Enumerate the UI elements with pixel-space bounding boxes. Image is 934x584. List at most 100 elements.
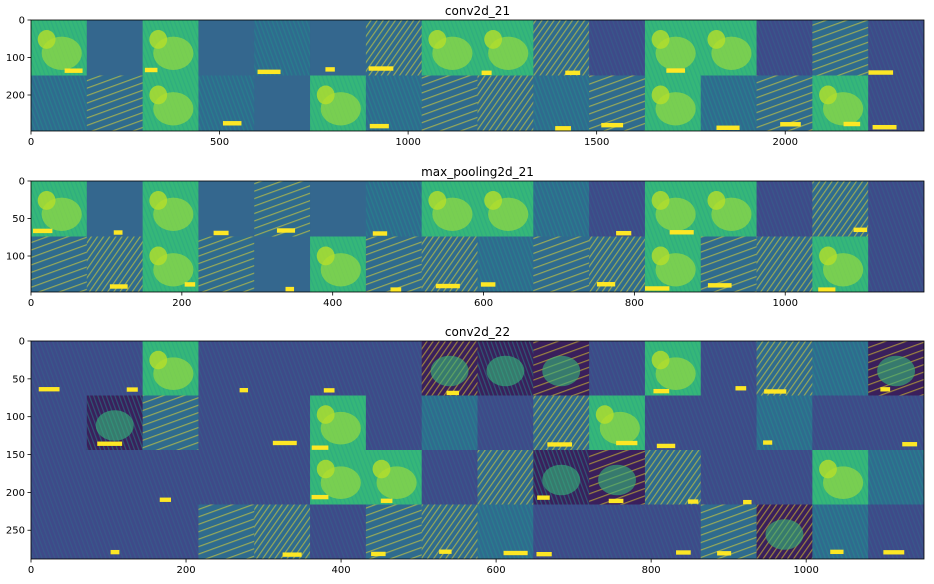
- x-tick-label: 400: [323, 298, 342, 309]
- y-tick-label: 100: [6, 53, 25, 64]
- feature-map-tile: [589, 395, 646, 451]
- feature-map-tile: [477, 341, 534, 396]
- feature-map-tile: [756, 504, 813, 559]
- chart-title: conv2d_22: [445, 325, 510, 339]
- feature-map-tile: [86, 181, 144, 237]
- feature-map-tile: [589, 20, 646, 76]
- feature-map-tile: [254, 236, 311, 292]
- feature-map-tile: [589, 236, 646, 292]
- panel-1: conv2d_21 0 500 1000 1500 2000 0 100 200: [6, 4, 925, 148]
- feature-map-tile: [533, 341, 590, 396]
- feature-map-tile: [477, 504, 534, 559]
- feature-map-tile: [31, 504, 88, 559]
- feature-map-tile: [644, 20, 702, 76]
- panel-3: conv2d_22 0 200 400 600 800 1000 0 50 100 150 200 25…: [6, 325, 925, 576]
- feature-map-tile: [756, 450, 813, 505]
- feature-map-tile: [812, 181, 869, 237]
- x-tick: 200: [176, 559, 196, 576]
- x-tick: 0: [28, 559, 34, 576]
- feature-map-tile: [421, 181, 478, 237]
- x-tick-label: 200: [176, 565, 195, 576]
- x-tick: 0: [28, 131, 34, 148]
- x-tick-label: 200: [172, 298, 191, 309]
- feature-map-tile: [868, 75, 924, 131]
- feature-map-tile: [421, 504, 478, 559]
- x-tick-label: 600: [487, 565, 506, 576]
- feature-map-tile: [310, 341, 367, 396]
- feature-map-tile: [86, 341, 144, 396]
- y-tick: 250: [6, 526, 31, 537]
- feature-map-tile: [700, 181, 758, 237]
- feature-map-grid: [31, 20, 924, 131]
- feature-map-tile: [86, 504, 144, 559]
- feature-map-tile: [198, 450, 255, 505]
- feature-map-tile: [533, 450, 590, 505]
- y-tick: 0: [19, 16, 31, 27]
- feature-map-tile: [142, 450, 199, 505]
- feature-map-tile: [365, 181, 423, 237]
- y-tick: 0: [19, 177, 31, 188]
- y-tick: 100: [6, 412, 31, 423]
- feature-map-tile: [86, 75, 144, 131]
- feature-map-tile: [644, 181, 702, 237]
- feature-map-tile: [31, 20, 88, 76]
- feature-map-tile: [533, 395, 590, 451]
- feature-map-tile: [868, 236, 924, 292]
- feature-map-tile: [198, 236, 255, 292]
- feature-map-tile: [589, 341, 646, 396]
- y-tick: 150: [6, 450, 31, 461]
- feature-map-tile: [86, 395, 144, 451]
- y-tick-label: 100: [6, 412, 25, 423]
- feature-map-tile: [812, 395, 869, 451]
- feature-map-tile: [644, 504, 702, 559]
- y-tick-label: 100: [6, 252, 25, 263]
- feature-map-tile: [812, 341, 869, 396]
- x-tick: 400: [323, 292, 342, 309]
- feature-map-tile: [756, 395, 813, 451]
- feature-map-tile: [142, 341, 199, 396]
- y-tick-label: 200: [6, 488, 25, 499]
- feature-map-tile: [310, 450, 367, 505]
- y-tick-label: 50: [12, 374, 25, 385]
- y-tick: 50: [12, 214, 31, 225]
- y-tick: 200: [6, 488, 31, 499]
- feature-map-tile: [365, 20, 423, 76]
- y-tick: 100: [6, 252, 31, 263]
- feature-map-tile: [142, 395, 199, 451]
- x-tick-label: 1000: [793, 565, 818, 576]
- x-tick-label: 500: [210, 137, 229, 148]
- x-tick: 1500: [584, 131, 609, 148]
- feature-map-tile: [421, 20, 478, 76]
- feature-map-tile: [421, 341, 478, 396]
- feature-map-tile: [254, 450, 311, 505]
- feature-map-tile: [533, 20, 590, 76]
- feature-map-tile: [700, 504, 758, 559]
- feature-map-tile: [700, 75, 758, 131]
- y-tick-label: 0: [19, 177, 25, 188]
- feature-map-tile: [198, 20, 255, 76]
- feature-map-tile: [700, 395, 758, 451]
- x-tick: 800: [625, 292, 644, 309]
- x-tick: 0: [28, 292, 34, 309]
- x-tick: 1000: [395, 131, 421, 148]
- x-tick-label: 600: [474, 298, 493, 309]
- feature-map-tile: [254, 75, 311, 131]
- feature-map-tile: [310, 75, 367, 131]
- feature-map-tile: [86, 236, 144, 292]
- feature-map-tile: [86, 20, 144, 76]
- feature-map-tile: [644, 236, 702, 292]
- feature-map-tile: [421, 236, 478, 292]
- x-tick-label: 0: [28, 565, 34, 576]
- x-tick-label: 400: [332, 565, 351, 576]
- x-tick: 500: [210, 131, 229, 148]
- feature-map-tile: [477, 75, 534, 131]
- feature-map-tile: [477, 450, 534, 505]
- feature-map-tile: [533, 504, 590, 559]
- feature-map-tile: [254, 395, 311, 451]
- feature-map-tile: [812, 504, 869, 559]
- feature-map-tile: [142, 75, 199, 131]
- x-tick: 400: [332, 559, 351, 576]
- feature-map-tile: [254, 20, 311, 76]
- feature-map-tile: [589, 75, 646, 131]
